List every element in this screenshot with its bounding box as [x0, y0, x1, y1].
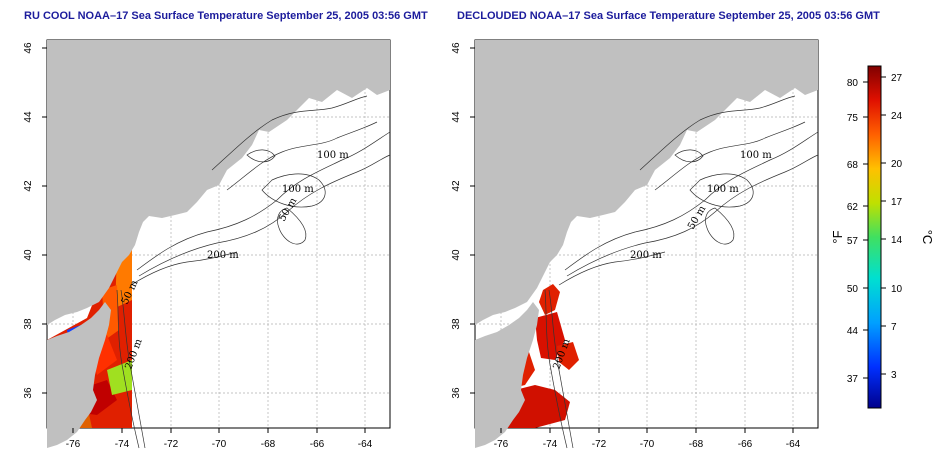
colorbar-f-tick: 50 [847, 284, 859, 295]
right-y-tick-label: 36 [451, 387, 462, 399]
colorbar-c-tick: 27 [891, 73, 903, 84]
colorbar-c-tick: 24 [891, 111, 903, 122]
left-contour-label-1: 100 m [317, 150, 349, 161]
right-x-tick-label: -74 [543, 439, 558, 450]
colorbar-f-tick: 75 [847, 113, 859, 124]
left-axis-ticks [42, 47, 366, 433]
right-x-tick-label: -70 [640, 439, 655, 450]
left-map-panel: 100 m 100 m 50 m 200 m 50 m 200 m -76 -7… [23, 39, 391, 450]
right-x-tick-label: -76 [494, 439, 509, 450]
left-x-tick-label: -76 [66, 439, 81, 450]
colorbar-c-tick: 7 [891, 322, 897, 333]
right-x-tick-label: -68 [689, 439, 704, 450]
right-map-title: DECLOUDED NOAA–17 Sea Surface Temperatur… [457, 10, 880, 22]
right-y-tick-label: 44 [451, 111, 462, 123]
left-contour-label-2: 100 m [282, 184, 314, 195]
colorbar-f-tick: 62 [847, 202, 859, 213]
left-x-tick-label: -72 [164, 439, 179, 450]
left-y-tick-label: 40 [23, 249, 34, 261]
right-contour-label-2: 100 m [707, 184, 739, 195]
colorbar-c-tick: 14 [891, 235, 903, 246]
left-x-tick-label: -74 [115, 439, 130, 450]
right-contour-label-4: 200 m [630, 250, 662, 261]
right-contour-label-1: 100 m [740, 150, 772, 161]
left-y-tick-label: 38 [23, 318, 34, 330]
left-map-title: RU COOL NOAA–17 Sea Surface Temperature … [24, 10, 428, 22]
left-y-tick-label: 46 [23, 42, 34, 54]
colorbar-gradient [867, 65, 882, 409]
colorbar-f-tick: 57 [847, 236, 859, 247]
left-y-tick-label: 44 [23, 111, 34, 123]
colorbar-f-tick: 68 [847, 160, 859, 171]
right-y-tick-label: 46 [451, 42, 462, 54]
colorbar-f-tick: 44 [847, 326, 859, 337]
right-x-tick-label: -72 [592, 439, 607, 450]
colorbar-c-tick: 17 [891, 197, 903, 208]
left-y-tick-label: 36 [23, 387, 34, 399]
left-contour-label-4: 200 m [207, 250, 239, 261]
right-map-panel: 100 m 100 m 50 m 200 m 200 m -76 -74 -72… [451, 39, 819, 450]
colorbar-c-tick: 3 [891, 370, 897, 381]
colorbar-f-tick: 80 [847, 78, 859, 89]
colorbar-c-tick: 20 [891, 159, 903, 170]
colorbar-f-tick: 37 [847, 374, 859, 385]
left-x-tick-label: -64 [358, 439, 373, 450]
colorbar-c-tick: 10 [891, 284, 903, 295]
right-axis-ticks [470, 47, 794, 433]
temperature-colorbar: 80 75 68 62 57 50 44 37 27 24 20 17 14 1… [830, 65, 935, 409]
left-y-tick-label: 42 [23, 180, 34, 192]
left-x-tick-label: -66 [310, 439, 325, 450]
right-x-tick-label: -64 [786, 439, 801, 450]
right-y-tick-label: 38 [451, 318, 462, 330]
left-x-tick-label: -70 [212, 439, 227, 450]
right-y-tick-label: 42 [451, 180, 462, 192]
colorbar-celsius-label: °C [920, 230, 935, 245]
left-x-tick-label: -68 [261, 439, 276, 450]
colorbar-fahrenheit-label: °F [830, 230, 845, 243]
right-x-tick-label: -66 [738, 439, 753, 450]
right-y-tick-label: 40 [451, 249, 462, 261]
